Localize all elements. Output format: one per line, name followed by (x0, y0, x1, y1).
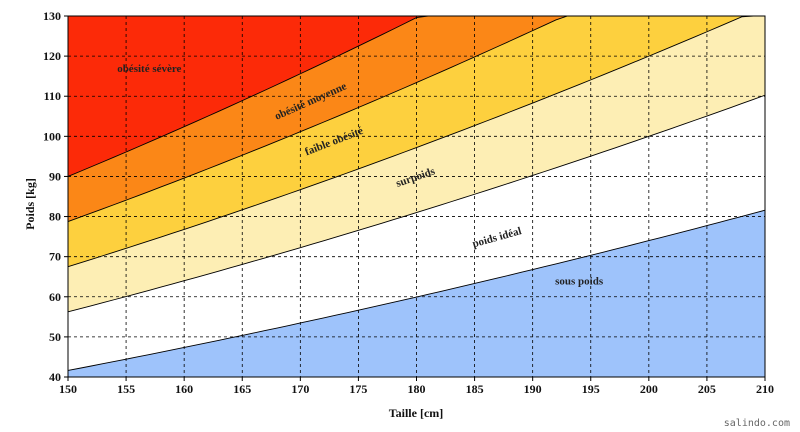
zone-label-0: sous poids (555, 276, 604, 288)
x-tick-label-6: 180 (408, 382, 426, 396)
y-tick-label-1: 50 (49, 330, 61, 344)
x-tick-label-7: 185 (466, 382, 484, 396)
y-tick-label-3: 70 (49, 250, 61, 264)
y-tick-label-8: 120 (43, 49, 61, 63)
x-tick-label-0: 150 (59, 382, 77, 396)
x-tick-label-8: 190 (524, 382, 542, 396)
x-tick-label-4: 170 (291, 382, 309, 396)
y-tick-label-0: 40 (49, 370, 61, 384)
x-tick-label-10: 200 (640, 382, 658, 396)
x-tick-label-12: 210 (756, 382, 774, 396)
y-tick-label-6: 100 (43, 129, 61, 143)
zone-label-5: obésité sévère (117, 63, 181, 75)
watermark-text: salindo.com (724, 418, 790, 429)
x-tick-label-1: 155 (117, 382, 135, 396)
y-axis-title: Poids [kg] (23, 178, 37, 230)
y-tick-label-2: 60 (49, 290, 61, 304)
x-tick-label-5: 175 (349, 382, 367, 396)
y-tick-label-9: 130 (43, 9, 61, 23)
x-tick-label-2: 160 (175, 382, 193, 396)
plot-frame (67, 15, 766, 378)
x-tick-label-9: 195 (582, 382, 600, 396)
boundary-1 (67, 94, 766, 313)
x-tick-label-3: 165 (233, 382, 251, 396)
y-tick-label-4: 80 (49, 210, 61, 224)
ticks-layer: 150 155 160 165 170 175 180 185 190 195 200 205 210 4… (43, 9, 774, 396)
x-tick-label-11: 205 (698, 382, 716, 396)
y-tick-label-7: 110 (44, 89, 61, 103)
boundary-0 (67, 209, 766, 371)
x-axis-title: Taille [cm] (389, 406, 444, 420)
y-tick-label-5: 90 (49, 169, 61, 183)
boundary-2 (67, 15, 765, 268)
zone-4-band (68, 16, 765, 222)
